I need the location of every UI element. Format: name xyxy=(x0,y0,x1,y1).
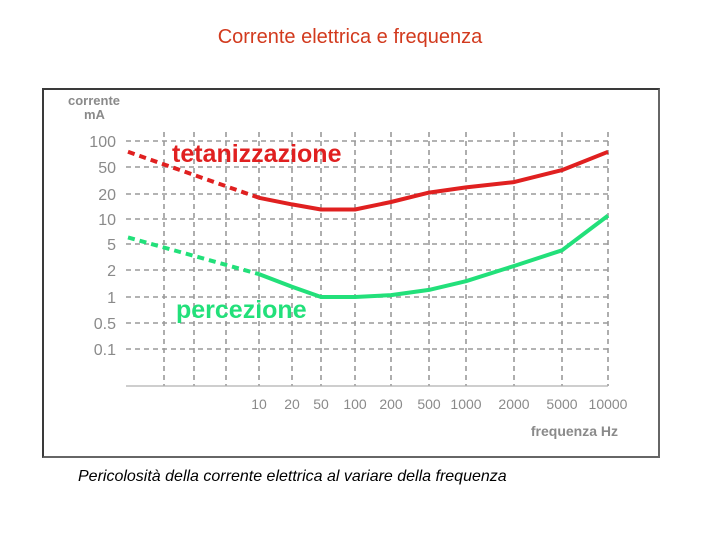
x-tick-label: 100 xyxy=(343,396,367,412)
y-tick-label: 20 xyxy=(98,187,116,204)
series-line-tetanizzazione xyxy=(258,149,609,212)
slide-title: Corrente elettrica e frequenza xyxy=(217,26,483,48)
y-tick-label: 1 xyxy=(107,290,116,307)
grid-lines xyxy=(126,132,609,387)
y-axis-title: corrente xyxy=(68,93,120,108)
series-dashed-percezione xyxy=(127,235,260,277)
x-tick-label: 20 xyxy=(284,396,300,412)
y-tick-label: 0.5 xyxy=(94,316,116,333)
y-tick-label: 5 xyxy=(107,237,116,254)
series-lines xyxy=(127,149,610,299)
series-label-percezione: percezione xyxy=(176,296,307,324)
y-tick-label: 100 xyxy=(89,134,116,151)
x-tick-label: 2000 xyxy=(498,396,529,412)
x-tick-label: 50 xyxy=(313,396,329,412)
chart-frame: tetanizzazione percezione corrente mA 100 50 2… xyxy=(42,88,660,458)
x-tick-label: 500 xyxy=(417,396,441,412)
y-tick-label: 2 xyxy=(107,263,116,280)
x-tick-label: 1000 xyxy=(450,396,481,412)
y-tick-label: 50 xyxy=(98,160,116,177)
chart-caption: Pericolosità della corrente elettrica al… xyxy=(78,468,507,485)
y-tick-label: 10 xyxy=(98,212,116,229)
series-line-percezione xyxy=(258,214,610,299)
y-axis-unit: mA xyxy=(84,107,106,122)
series-label-tetanizzazione: tetanizzazione xyxy=(172,140,342,168)
x-tick-label: 10000 xyxy=(589,396,628,412)
x-tick-label: 5000 xyxy=(546,396,577,412)
y-tick-label: 0.1 xyxy=(94,342,116,359)
x-axis-title: frequenza Hz xyxy=(531,423,618,439)
x-tick-label: 200 xyxy=(379,396,403,412)
x-tick-label: 10 xyxy=(251,396,267,412)
